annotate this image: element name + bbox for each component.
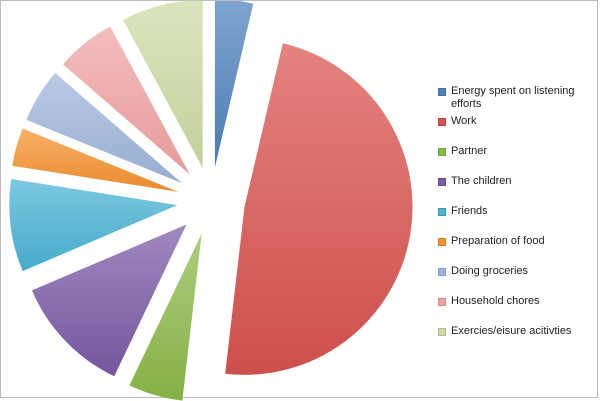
legend-label: Friends bbox=[451, 205, 488, 217]
legend-item-friends: Friends bbox=[438, 205, 593, 218]
legend-swatch bbox=[438, 298, 446, 306]
legend-item-household-chores: Household chores bbox=[438, 295, 593, 308]
legend-item-doing-groceries: Doing groceries bbox=[438, 265, 593, 278]
pie-slice-energy-spent-on-listening-efforts bbox=[214, 1, 254, 168]
legend-label: Household chores bbox=[451, 295, 540, 307]
legend-label: The children bbox=[451, 175, 512, 187]
pie-slice-the-children bbox=[31, 224, 187, 377]
legend-item-partner: Partner bbox=[438, 145, 593, 158]
pie-slice-doing-groceries bbox=[26, 72, 183, 184]
legend-swatch bbox=[438, 88, 446, 96]
legend-item-preparation-of-food: Preparation of food bbox=[438, 235, 593, 248]
legend-swatch bbox=[438, 178, 446, 186]
legend-label: Work bbox=[451, 115, 477, 127]
legend-swatch bbox=[438, 328, 446, 336]
legend-label: Preparation of food bbox=[451, 235, 545, 247]
legend-swatch bbox=[438, 268, 446, 276]
pie-slice-exercies-eisure-acitivties bbox=[123, 1, 203, 169]
legend-item-energy-spent-on-listening-efforts: Energy spent on listening efforts bbox=[438, 85, 593, 111]
legend-item-work: Work bbox=[438, 115, 593, 128]
pie-slice-partner bbox=[129, 233, 202, 401]
pie-slice-work bbox=[225, 43, 413, 375]
pie-slice-household-chores bbox=[62, 26, 190, 175]
legend-swatch bbox=[438, 118, 446, 126]
legend-item-the-children: The children bbox=[438, 175, 593, 188]
legend-swatch bbox=[438, 238, 446, 246]
legend-swatch bbox=[438, 148, 446, 156]
legend-item-exercies-eisure-acitivties: Exercies/eisure acitivties bbox=[438, 325, 593, 338]
legend-label: Exercies/eisure acitivties bbox=[451, 325, 572, 337]
legend-label: Partner bbox=[451, 145, 488, 157]
pie-slice-friends bbox=[9, 179, 178, 272]
legend-label: Energy spent on listening efforts bbox=[451, 85, 575, 110]
pie-slice-preparation-of-food bbox=[12, 128, 179, 192]
legend-label: Doing groceries bbox=[451, 265, 529, 277]
legend-swatch bbox=[438, 208, 446, 216]
